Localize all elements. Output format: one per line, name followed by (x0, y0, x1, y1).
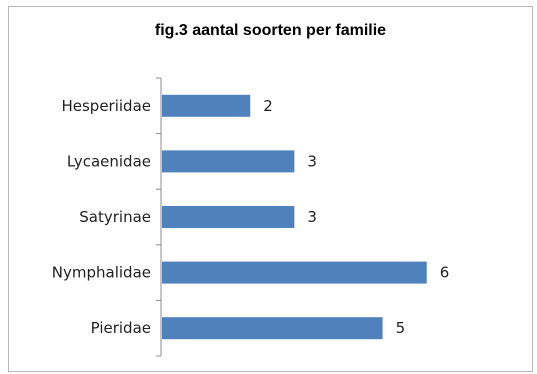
category-label: Nymphalidae (52, 264, 151, 282)
bar-lycaenidae (162, 150, 295, 173)
chart-frame (8, 6, 533, 372)
chart-title: fig.3 aantal soorten per familie (154, 22, 387, 39)
data-label: 5 (396, 319, 406, 337)
data-label: 2 (263, 97, 273, 115)
data-label: 3 (307, 208, 317, 226)
category-label: Hesperiidae (61, 97, 151, 115)
category-label: Satyrinae (79, 208, 151, 226)
data-label: 6 (440, 264, 450, 282)
bar-hesperiidae (162, 94, 251, 117)
category-label: Pieridae (91, 319, 151, 337)
category-label: Lycaenidae (67, 152, 151, 170)
bar-nymphalidae (162, 261, 427, 284)
data-label: 3 (307, 152, 317, 170)
bar-pieridae (162, 317, 383, 340)
bar-satyrinae (162, 206, 295, 228)
